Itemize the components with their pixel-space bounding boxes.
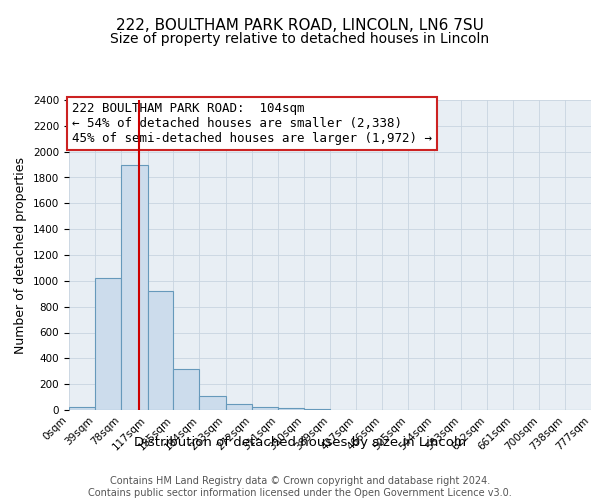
Bar	[278, 408, 304, 410]
Bar	[199, 396, 226, 410]
Bar	[95, 278, 121, 410]
Bar	[252, 407, 278, 410]
Text: Size of property relative to detached houses in Lincoln: Size of property relative to detached ho…	[110, 32, 490, 46]
Text: Contains public sector information licensed under the Open Government Licence v3: Contains public sector information licen…	[88, 488, 512, 498]
Bar	[173, 370, 199, 410]
Text: 222, BOULTHAM PARK ROAD, LINCOLN, LN6 7SU: 222, BOULTHAM PARK ROAD, LINCOLN, LN6 7S…	[116, 18, 484, 32]
Bar	[148, 291, 173, 410]
Text: Distribution of detached houses by size in Lincoln: Distribution of detached houses by size …	[134, 436, 466, 449]
Bar	[121, 164, 148, 410]
Text: Contains HM Land Registry data © Crown copyright and database right 2024.: Contains HM Land Registry data © Crown c…	[110, 476, 490, 486]
Y-axis label: Number of detached properties: Number of detached properties	[14, 156, 28, 354]
Bar	[226, 404, 252, 410]
Text: 222 BOULTHAM PARK ROAD:  104sqm
← 54% of detached houses are smaller (2,338)
45%: 222 BOULTHAM PARK ROAD: 104sqm ← 54% of …	[71, 102, 431, 144]
Bar	[69, 408, 95, 410]
